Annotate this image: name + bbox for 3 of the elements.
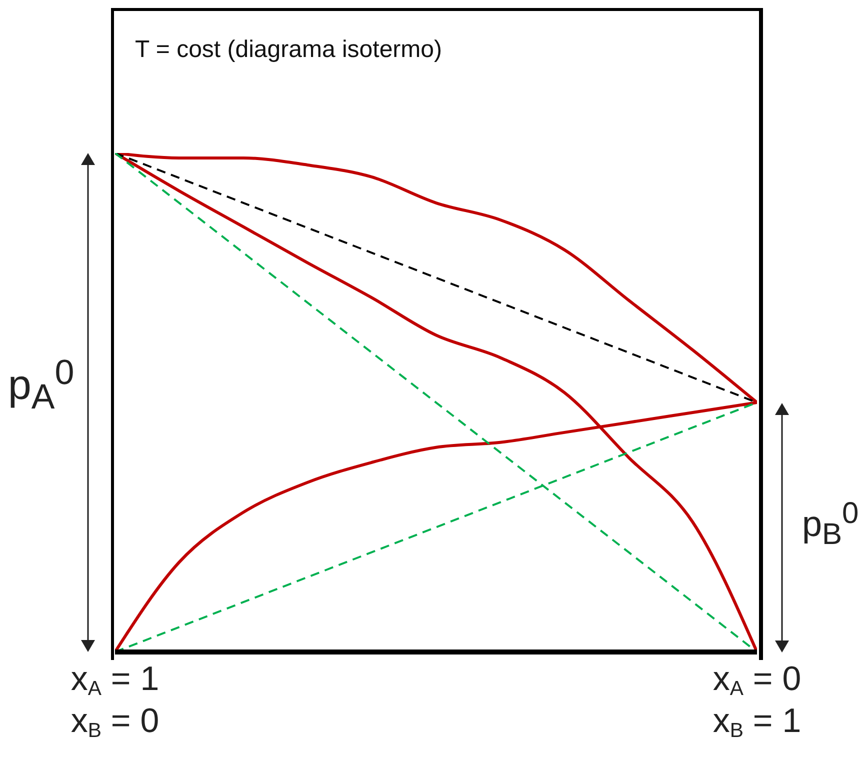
- chart-title: T = cost (diagrama isotermo): [135, 36, 442, 64]
- x-tick-label: x$_{A}$ = 1 x$_{B}$ = 0: [70, 660, 160, 742]
- x-tick-label: x$_{A}$ = 0 x$_{B}$ = 1: [712, 660, 802, 742]
